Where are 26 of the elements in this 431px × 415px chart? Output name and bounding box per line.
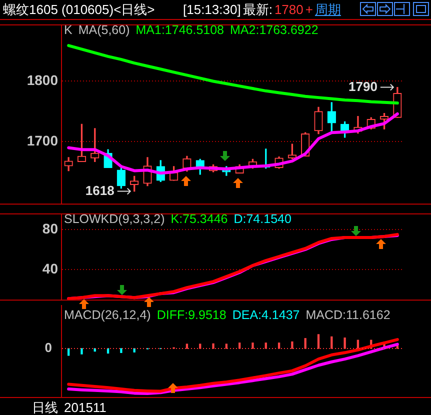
y-tick-label: 80 [42,220,58,236]
annotation: K [64,23,72,38]
y-tick-label: 1700 [26,132,58,149]
chart-title: 螺纹1605 (010605)<日线> [3,2,155,17]
annotation: 1618 [85,182,114,198]
text: 周期 [314,2,341,17]
text: 最新: [242,2,272,17]
annotation: K:75.3446 [170,212,228,227]
text: 201511 [64,400,106,415]
text: DIFF:9.9518 [156,308,226,323]
text: 日线 [32,400,58,415]
y-tick-label: 40 [42,260,58,276]
chart-title: MACD(26,12,4) [64,308,151,323]
annotation: 1790 [348,78,378,94]
text: 1780 [274,2,304,17]
y-tick-label: 1800 [26,72,58,88]
annotation: D:74.1540 [234,212,292,227]
text: MACD:11.6162 [306,308,390,323]
chart-title: SLOWKD(9,3,3,2) [64,212,165,227]
annotation: MA(5,60) [78,23,130,38]
ref-line-label: 0 [44,340,52,356]
text: + [305,2,313,17]
annotation: MA2:1763.6922 [230,23,318,38]
annotation: MA1:1746.5108 [136,23,224,38]
text: [15:13:30] [183,2,241,17]
text: DEA:4.1437 [232,308,300,323]
